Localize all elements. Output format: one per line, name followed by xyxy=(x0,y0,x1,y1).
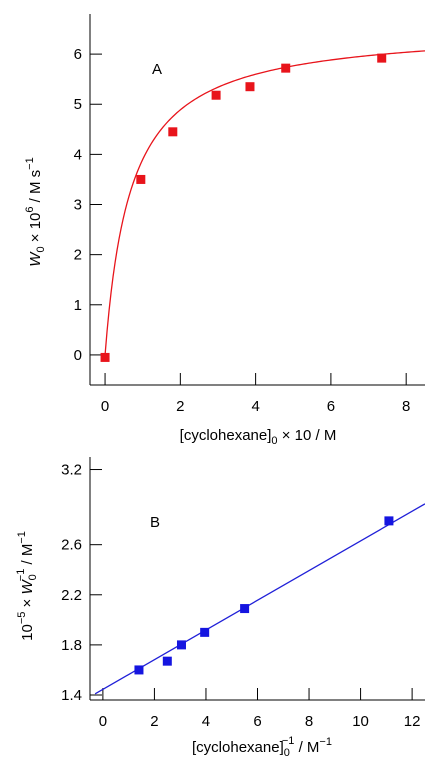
panel-b-y-label-wexp: −1 xyxy=(15,569,27,582)
panel-b-axes: 0 2 4 6 8 10 12 1.4 1.8 2.2 2.6 3.2 xyxy=(61,457,425,730)
panel-a-y-label-unitexp: −1 xyxy=(24,157,36,170)
panel-a-data-point xyxy=(377,53,387,63)
panel-a-x-label-sub: 0 xyxy=(271,435,277,447)
panel-a-x-axis-label: [cyclohexane]0 × 10 / M xyxy=(180,427,337,447)
panel-b-data-point xyxy=(384,516,394,526)
panel-b-y-label-wsub: 0 xyxy=(27,574,39,580)
panel-label-b: B xyxy=(150,514,160,531)
panel-b-x-tick-label: 8 xyxy=(305,713,313,730)
panel-a-data-point xyxy=(281,63,291,73)
panel-a-y-label-wsub: 0 xyxy=(35,246,47,252)
panel-b-y-label-mid: × xyxy=(19,595,36,612)
panel-a-y-label-exp: 6 xyxy=(24,207,36,213)
panel-b-x-tick-label: 2 xyxy=(150,713,158,730)
panel-a-data-point xyxy=(168,127,178,137)
panel-a-axes: 0 2 4 6 8 0 1 2 3 4 5 6 xyxy=(74,14,425,415)
panel-b-marks xyxy=(94,503,425,695)
panel-b-x-label-sub: 0 xyxy=(284,747,290,759)
panel-b-y-tick-label: 1.4 xyxy=(61,687,82,704)
panel-b-y-tick-label: 1.8 xyxy=(61,637,82,654)
panel-b-y-axis-label: 10−5 × W0−1 / M−1 xyxy=(15,531,39,641)
panel-a-x-tick-label: 4 xyxy=(251,398,259,415)
panel-b-x-tick-label: 6 xyxy=(253,713,261,730)
panel-b-y-tick-label: 3.2 xyxy=(61,462,82,479)
panel-b-y-label-w: W xyxy=(19,579,36,595)
panel-a-data-point xyxy=(211,90,221,100)
panel-b: B 0 2 4 6 8 10 12 1.4 1.8 2.2 2.6 3.2 [cyclohexane]… xyxy=(15,457,425,759)
panel-b-data-point xyxy=(200,627,210,637)
panel-a-data-point xyxy=(245,82,255,92)
panel-b-y-label-unit: / M xyxy=(19,544,36,569)
panel-b-x-tick-label: 4 xyxy=(202,713,210,730)
panel-a-y-label-w: W xyxy=(27,251,44,267)
panel-b-data-point xyxy=(240,604,250,614)
panel-a-data-point xyxy=(136,174,146,184)
panel-a-y-tick-label: 4 xyxy=(74,146,82,163)
panel-b-fit-line xyxy=(94,503,425,695)
panel-b-x-axis-label: [cyclohexane]0−1 / M−1 xyxy=(192,735,332,759)
panel-a-x-label-tail: × 10 / M xyxy=(278,427,337,444)
panel-b-y-label-unitexp: −1 xyxy=(16,531,28,544)
panel-a-data-point xyxy=(100,352,110,362)
panel-a-y-tick-label: 2 xyxy=(74,247,82,264)
panel-b-x-tick-label: 12 xyxy=(404,713,421,730)
panel-b-x-label-exp: −1 xyxy=(282,735,295,747)
panel-a-y-tick-label: 0 xyxy=(74,347,82,364)
panel-a-marks xyxy=(100,50,425,362)
panel-b-data-point xyxy=(176,640,186,650)
panel-a-y-axis-label: W0 × 106 / M s−1 xyxy=(24,157,47,266)
panel-b-y-tick-label: 2.2 xyxy=(61,587,82,604)
panel-b-x-tick-label: 10 xyxy=(352,713,369,730)
panel-a-y-tick-label: 1 xyxy=(74,297,82,314)
panel-a-y-label-unit: / M s xyxy=(27,170,44,207)
panel-b-y-tick-label: 2.6 xyxy=(61,537,82,554)
panel-a-x-tick-label: 8 xyxy=(402,398,410,415)
panel-a-x-tick-label: 6 xyxy=(327,398,335,415)
panel-a-x-label-main: [cyclohexane] xyxy=(180,427,272,444)
panel-a-x-tick-label: 0 xyxy=(101,398,109,415)
panel-a-fit-curve xyxy=(104,50,425,355)
panel-b-data-point xyxy=(162,656,172,666)
panel-a-y-label-mid: × 10 xyxy=(27,213,44,247)
panel-b-x-tick-label: 0 xyxy=(99,713,107,730)
panel-a-y-tick-label: 5 xyxy=(74,96,82,113)
panel-b-x-label-main: [cyclohexane] xyxy=(192,739,284,756)
panel-a-x-tick-label: 2 xyxy=(176,398,184,415)
panel-b-x-label-tail: / M xyxy=(294,739,319,756)
panel-b-data-point xyxy=(134,665,144,675)
panel-label-a: A xyxy=(152,61,162,78)
panel-a-y-tick-label: 3 xyxy=(74,197,82,214)
panel-b-y-label-preexp: −5 xyxy=(16,612,28,625)
panel-b-y-label-pre: 10 xyxy=(19,624,36,641)
panel-b-x-label-tailexp: −1 xyxy=(319,736,332,748)
panel-a-y-tick-label: 6 xyxy=(74,46,82,63)
